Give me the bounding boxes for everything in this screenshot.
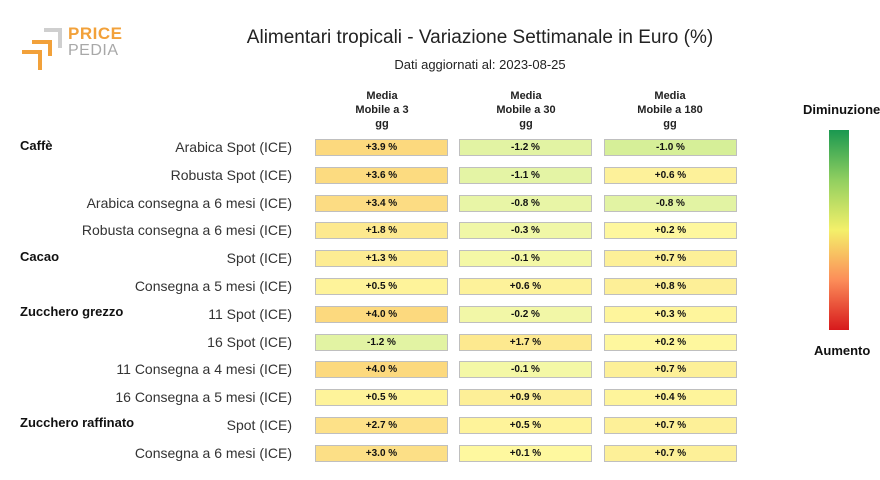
heatmap-cell: -1.1 % <box>459 167 592 184</box>
group-label-zucchero-raffinato: Zucchero raffinato <box>20 415 135 430</box>
legend-top-label: Diminuzione <box>803 102 880 117</box>
heatmap-cell: -0.3 % <box>459 222 592 239</box>
logo-text-pedia: PEDIA <box>68 42 119 59</box>
column-header-line: Mobile a 180 <box>637 104 703 116</box>
column-header-line: Mobile a 30 <box>496 104 556 116</box>
column-header-line: gg <box>663 118 677 130</box>
pricepedia-logo: PRICE PEDIA <box>20 22 130 74</box>
row-label: 16 Consegna a 5 mesi (ICE) <box>115 389 292 405</box>
heatmap-cell: +0.2 % <box>604 334 737 351</box>
heatmap-cell: +3.6 % <box>315 167 448 184</box>
heatmap-cell: +0.4 % <box>604 389 737 406</box>
column-header-line: Mobile a 3 <box>355 104 409 116</box>
heatmap-cell: -1.0 % <box>604 139 737 156</box>
page-title: Alimentari tropicali - Variazione Settim… <box>246 27 714 48</box>
heatmap-cell: +3.0 % <box>315 445 448 462</box>
heatmap-cell: +1.7 % <box>459 334 592 351</box>
heatmap-cell: +0.6 % <box>604 167 737 184</box>
heatmap-cell: +0.7 % <box>604 361 737 378</box>
row-label: Arabica Spot (ICE) <box>175 139 292 155</box>
row-label: Consegna a 5 mesi (ICE) <box>134 278 292 294</box>
heatmap-cell: -0.1 % <box>459 250 592 267</box>
row-label: 11 Spot (ICE) <box>208 306 292 322</box>
heatmap-cell: -0.8 % <box>459 195 592 212</box>
heatmap-cell: -0.1 % <box>459 361 592 378</box>
heatmap-cell: +0.6 % <box>459 278 592 295</box>
group-label-caffe: Caffè <box>20 138 53 153</box>
group-label-cacao: Cacao <box>20 249 60 264</box>
row-label: Spot (ICE) <box>226 417 292 433</box>
heatmap-cell: +0.2 % <box>604 222 737 239</box>
heatmap-cell: +4.0 % <box>315 306 448 323</box>
heatmap-cell: +1.3 % <box>315 250 448 267</box>
column-header-mm180: Media Mobile a 180 gg <box>610 89 730 131</box>
legend-color-scale <box>829 130 849 330</box>
row-label: Arabica consegna a 6 mesi (ICE) <box>86 195 292 211</box>
page-subtitle: Dati aggiornati al: 2023-08-25 <box>394 57 566 72</box>
heatmap-cell: +0.5 % <box>459 417 592 434</box>
heatmap-cell: +0.8 % <box>604 278 737 295</box>
logo-text-price: PRICE <box>68 24 123 43</box>
heatmap-cell: +4.0 % <box>315 361 448 378</box>
heatmap-cell: -0.8 % <box>604 195 737 212</box>
column-header-line: Media <box>654 90 686 102</box>
column-header-line: Media <box>510 90 542 102</box>
row-label: 11 Consegna a 4 mesi (ICE) <box>116 361 292 377</box>
legend-bottom-label: Aumento <box>814 343 871 358</box>
column-header-line: gg <box>519 118 533 130</box>
heatmap-cell: +3.4 % <box>315 195 448 212</box>
heatmap-cell: +3.9 % <box>315 139 448 156</box>
heatmap-cell: +0.3 % <box>604 306 737 323</box>
group-label-zucchero-grezzo: Zucchero grezzo <box>20 304 124 319</box>
row-label: Robusta consegna a 6 mesi (ICE) <box>81 222 292 238</box>
heatmap-cell: -1.2 % <box>459 139 592 156</box>
heatmap-cell: +0.5 % <box>315 389 448 406</box>
heatmap-cell: +2.7 % <box>315 417 448 434</box>
heatmap-cell: -1.2 % <box>315 334 448 351</box>
heatmap-cell: +0.5 % <box>315 278 448 295</box>
row-label: Spot (ICE) <box>226 250 292 266</box>
row-label: 16 Spot (ICE) <box>207 334 292 350</box>
column-header-mm30: Media Mobile a 30 gg <box>466 89 586 131</box>
heatmap-cell: +1.8 % <box>315 222 448 239</box>
heatmap-cell: +0.7 % <box>604 250 737 267</box>
heatmap-cell: +0.7 % <box>604 445 737 462</box>
row-label: Robusta Spot (ICE) <box>170 167 292 183</box>
column-header-line: Media <box>366 90 398 102</box>
heatmap-cell: +0.9 % <box>459 389 592 406</box>
row-label: Consegna a 6 mesi (ICE) <box>134 445 292 461</box>
logo-mark-icon <box>22 28 62 70</box>
column-header-line: gg <box>375 118 389 130</box>
heatmap-cell: -0.2 % <box>459 306 592 323</box>
column-header-mm3: Media Mobile a 3 gg <box>322 89 442 131</box>
heatmap-cell: +0.1 % <box>459 445 592 462</box>
heatmap-cell: +0.7 % <box>604 417 737 434</box>
